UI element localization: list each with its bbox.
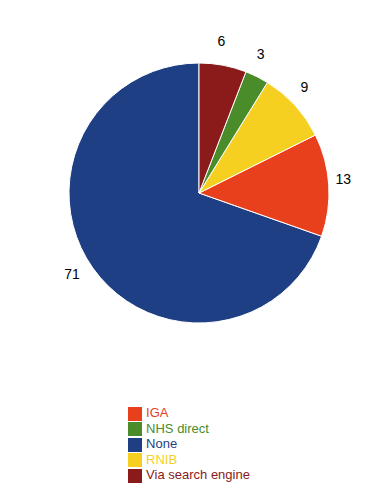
html-text:NHS direct: NHS direct — [146, 420, 209, 436]
html-text:Via search engine: Via search engine — [146, 467, 250, 483]
svg-text:13: 13 — [335, 171, 351, 187]
svg-text:3: 3 — [257, 46, 265, 62]
svg-text:71: 71 — [64, 266, 80, 282]
svg-text:6: 6 — [218, 33, 226, 49]
html-text:None: None — [146, 436, 178, 452]
svg-text:9: 9 — [301, 79, 309, 95]
html-text:RNIB: RNIB — [146, 451, 178, 467]
html-text:IGA: IGA — [146, 405, 169, 421]
